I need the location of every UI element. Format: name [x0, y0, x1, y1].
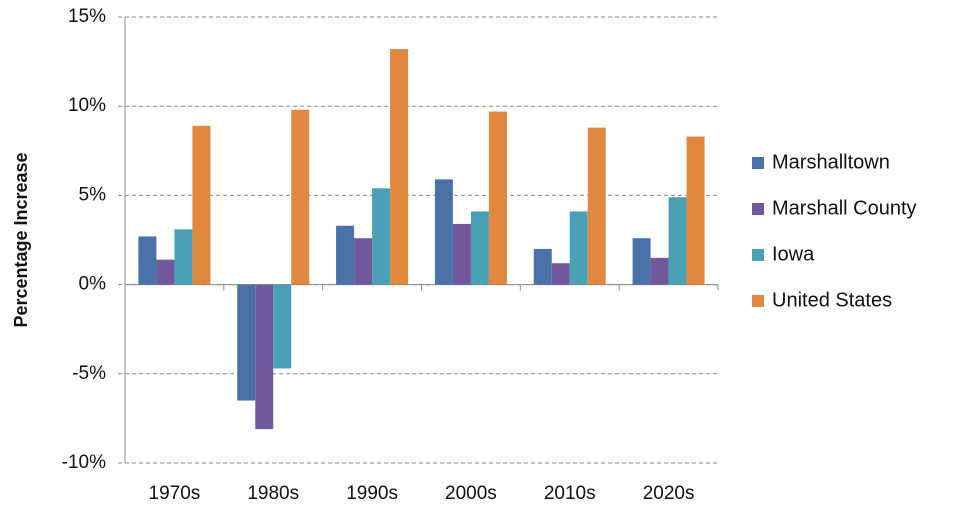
y-axis-label: Percentage Increase	[11, 152, 31, 327]
y-tick-label: -5%	[72, 363, 106, 384]
legend-swatch	[752, 157, 764, 169]
x-tick-label: 1990s	[346, 483, 398, 504]
bar	[138, 236, 157, 285]
x-tick-label: 2020s	[643, 483, 695, 504]
legend-swatch	[752, 295, 764, 307]
bar	[632, 238, 651, 285]
bar	[452, 223, 471, 285]
bar	[587, 127, 606, 285]
bar	[372, 188, 391, 285]
bar	[237, 284, 256, 401]
bar	[354, 238, 373, 285]
bar	[255, 284, 274, 430]
bar	[273, 284, 292, 369]
bar	[291, 109, 310, 285]
y-tick-label: 5%	[79, 184, 107, 205]
bar	[668, 197, 687, 285]
bar	[551, 263, 570, 285]
y-tick-label: 10%	[68, 95, 106, 116]
bar	[156, 259, 175, 285]
bar	[174, 229, 193, 285]
legend-label: United States	[772, 289, 892, 311]
x-tick-label: 1970s	[149, 483, 201, 504]
x-tick-label: 2010s	[544, 483, 596, 504]
bar	[390, 49, 409, 285]
bar	[488, 111, 507, 285]
legend-label: Marshalltown	[772, 151, 890, 173]
bar	[569, 211, 588, 285]
legend-swatch	[752, 249, 764, 261]
bar	[434, 179, 453, 285]
bar	[470, 211, 489, 285]
legend-swatch	[752, 203, 764, 215]
y-tick-label: -10%	[62, 452, 106, 473]
legend-label: Iowa	[772, 243, 815, 265]
bar	[650, 257, 669, 285]
x-tick-label: 1980s	[247, 483, 299, 504]
bar	[686, 136, 705, 285]
bar	[192, 125, 211, 285]
y-tick-label: 0%	[79, 274, 107, 295]
bar	[533, 248, 552, 285]
bar	[336, 225, 355, 285]
legend-label: Marshall County	[772, 197, 917, 219]
x-tick-label: 2000s	[445, 483, 497, 504]
y-tick-label: 15%	[68, 6, 106, 27]
